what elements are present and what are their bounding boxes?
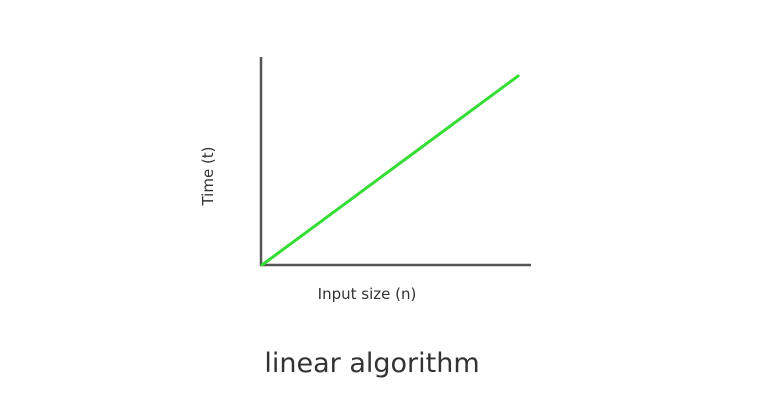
series-line-1 bbox=[260, 74, 520, 267]
chart-title: linear algorithm bbox=[264, 348, 480, 379]
x-axis-label: Input size (n) bbox=[318, 285, 417, 303]
y-axis-label: Time (t) bbox=[199, 146, 217, 206]
series-layer bbox=[260, 74, 520, 267]
